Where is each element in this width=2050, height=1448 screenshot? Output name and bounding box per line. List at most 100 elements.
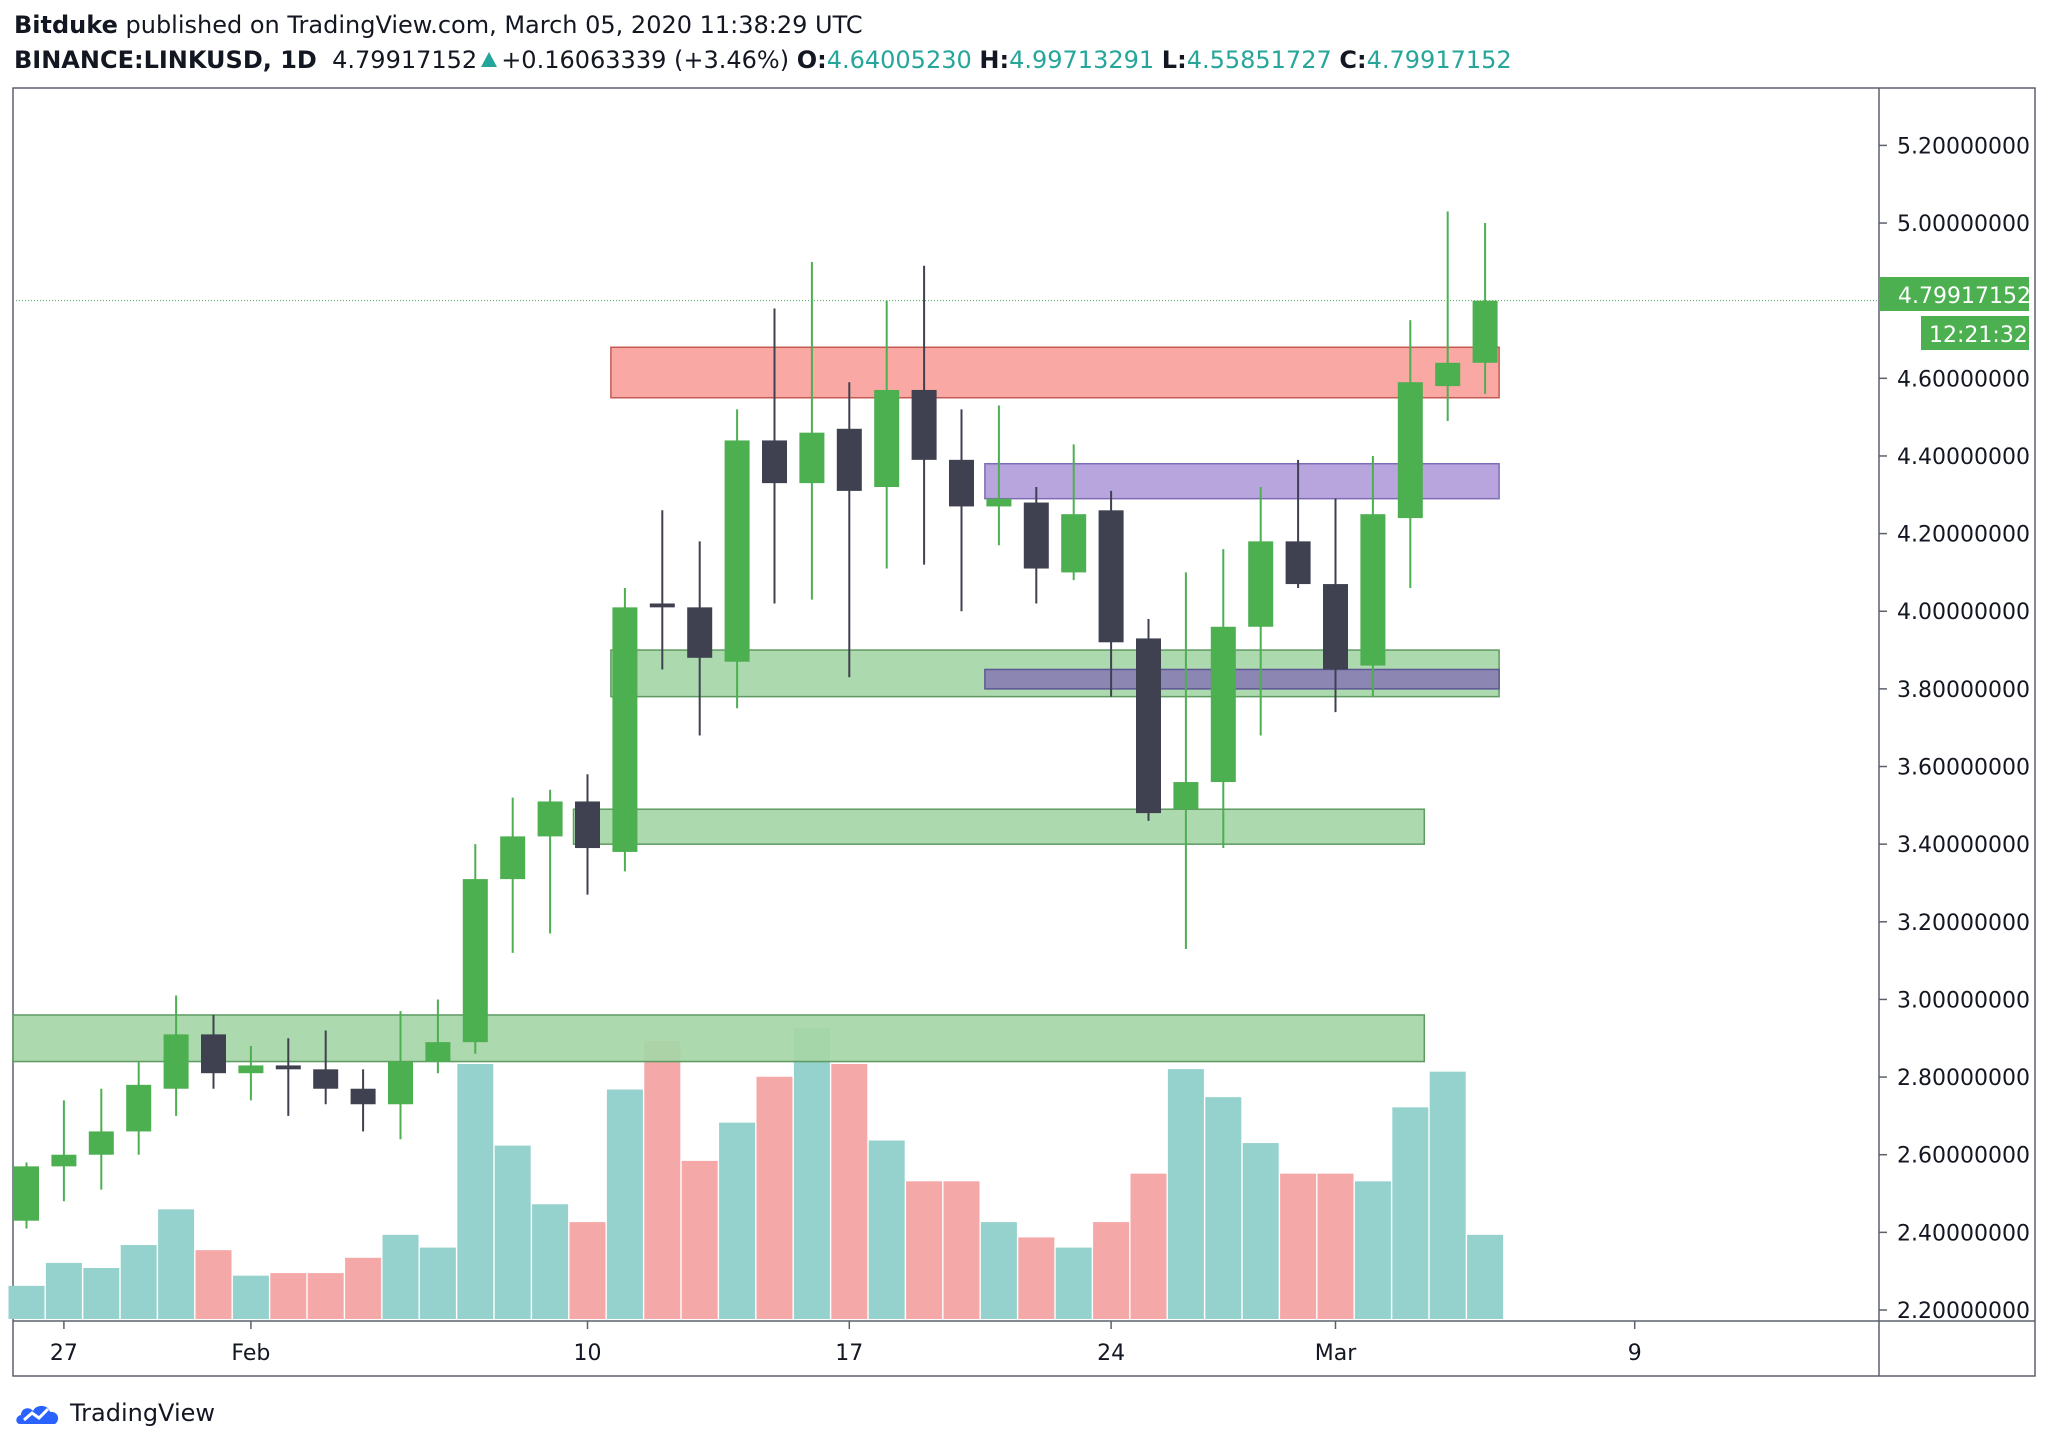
volume-bar [1354,1181,1391,1319]
candle-body[interactable] [1061,514,1087,573]
candle-body[interactable] [1248,541,1274,627]
candle-body[interactable] [799,432,825,484]
author-name[interactable]: Bitduke [14,11,118,39]
candle-body[interactable] [238,1065,264,1074]
candle-body[interactable] [275,1065,301,1070]
candle-body[interactable] [1098,510,1124,643]
volume-bar [1167,1069,1204,1319]
candle-body[interactable] [1023,502,1049,569]
volume-bar [756,1076,793,1319]
volume-bars [8,1028,1504,1319]
volume-bar [644,1041,681,1319]
candle-body[interactable] [88,1131,114,1155]
volume-bar [980,1222,1017,1319]
candle-body[interactable] [1210,626,1236,783]
candle-body[interactable] [911,389,937,460]
candle-body[interactable] [949,459,974,507]
open-label: O: [796,46,827,74]
volume-bar [868,1140,905,1319]
volume-bar [532,1204,569,1319]
volume-bar [831,1064,868,1319]
close-label: C: [1339,46,1367,74]
last-price-tag: 4.79917152 12:21:32 [1879,277,2031,350]
volume-bar [1429,1071,1466,1319]
candle-body[interactable] [575,801,600,849]
footer-brand-name: TradingView [70,1399,216,1427]
volume-bar [494,1145,531,1319]
volume-bar [345,1257,382,1319]
volume-bar [270,1273,307,1319]
price-tick-label: 2.60000000 [1897,1144,2030,1169]
open-value: 4.64005230 [826,46,972,74]
candle-body[interactable] [1397,382,1423,519]
footer-brand[interactable]: TradingView [14,1398,215,1428]
candle-body[interactable] [1360,514,1386,666]
volume-bar [1055,1247,1092,1319]
time-tick-label: 27 [50,1341,78,1366]
candle-body[interactable] [537,801,563,837]
candle-body[interactable] [14,1166,39,1221]
price-tick-label: 5.20000000 [1897,134,2030,159]
price-tick-label: 4.20000000 [1897,523,2030,548]
candle-body[interactable] [313,1069,339,1089]
volume-bar [1130,1173,1167,1319]
volume-bar [8,1285,45,1319]
candle-body[interactable] [874,389,900,488]
volume-bar [419,1247,456,1319]
candle-body[interactable] [51,1154,77,1167]
candle-body[interactable] [649,603,675,608]
candle-body[interactable] [1136,638,1161,814]
candles-layer [14,211,1498,1229]
volume-bar [158,1209,195,1319]
volume-bar [606,1089,643,1319]
price-axis[interactable]: 5.200000005.000000004.800000004.60000000… [1879,134,2030,1324]
candle-body[interactable] [1285,541,1311,585]
price-tick-label: 3.60000000 [1897,756,2030,781]
up-arrow-icon [481,52,498,67]
candle-body[interactable] [612,607,638,852]
chart-frame [12,87,2036,1377]
price-tick-label: 2.20000000 [1897,1299,2030,1324]
high-value: 4.99713291 [1009,46,1155,74]
candle-body[interactable] [1323,584,1348,670]
candle-body[interactable] [762,440,787,484]
candle-body[interactable] [163,1034,189,1089]
price-tick-label: 3.20000000 [1897,911,2030,936]
candle-body[interactable] [500,836,526,880]
candle-body[interactable] [1435,362,1461,387]
volume-bar [943,1181,980,1319]
candle-body[interactable] [1472,300,1498,363]
candle-body[interactable] [201,1034,226,1074]
chart-header: Bitduke published on TradingView.com, Ma… [14,8,1512,78]
candle-body[interactable] [126,1084,152,1132]
time-axis[interactable]: 27 Feb 10 17 24 Mar 9 [50,1321,1642,1366]
time-tick-label: 17 [835,1341,863,1366]
time-tick-label: 24 [1097,1341,1125,1366]
candle-body[interactable] [425,1042,451,1062]
price-tick-label: 4.40000000 [1897,445,2030,470]
candle-body[interactable] [724,440,750,662]
volume-bar [120,1245,157,1319]
candle-body[interactable] [350,1088,376,1105]
volume-bar [1392,1107,1429,1319]
publish-line: Bitduke published on TradingView.com, Ma… [14,8,1512,42]
volume-bar [1280,1173,1317,1319]
time-tick-label: Mar [1315,1341,1357,1366]
last-price-tag-bg [1879,277,2029,311]
candle-body[interactable] [986,498,1012,507]
volume-bar [1242,1143,1279,1319]
price-tick-label: 5.00000000 [1897,212,2030,237]
volume-bar [681,1160,718,1319]
candle-body[interactable] [687,607,713,658]
candle-body[interactable] [388,1061,413,1105]
symbol-name[interactable]: BINANCE:LINKUSD, 1D [14,46,317,74]
price-tick-label: 2.40000000 [1897,1221,2030,1246]
candle-body[interactable] [1173,782,1199,810]
candle-body[interactable] [462,879,488,1043]
candle-body[interactable] [836,428,862,491]
volume-bar [195,1250,232,1319]
volume-bar [793,1028,830,1319]
low-label: L: [1161,46,1187,74]
volume-bar [457,1064,494,1319]
